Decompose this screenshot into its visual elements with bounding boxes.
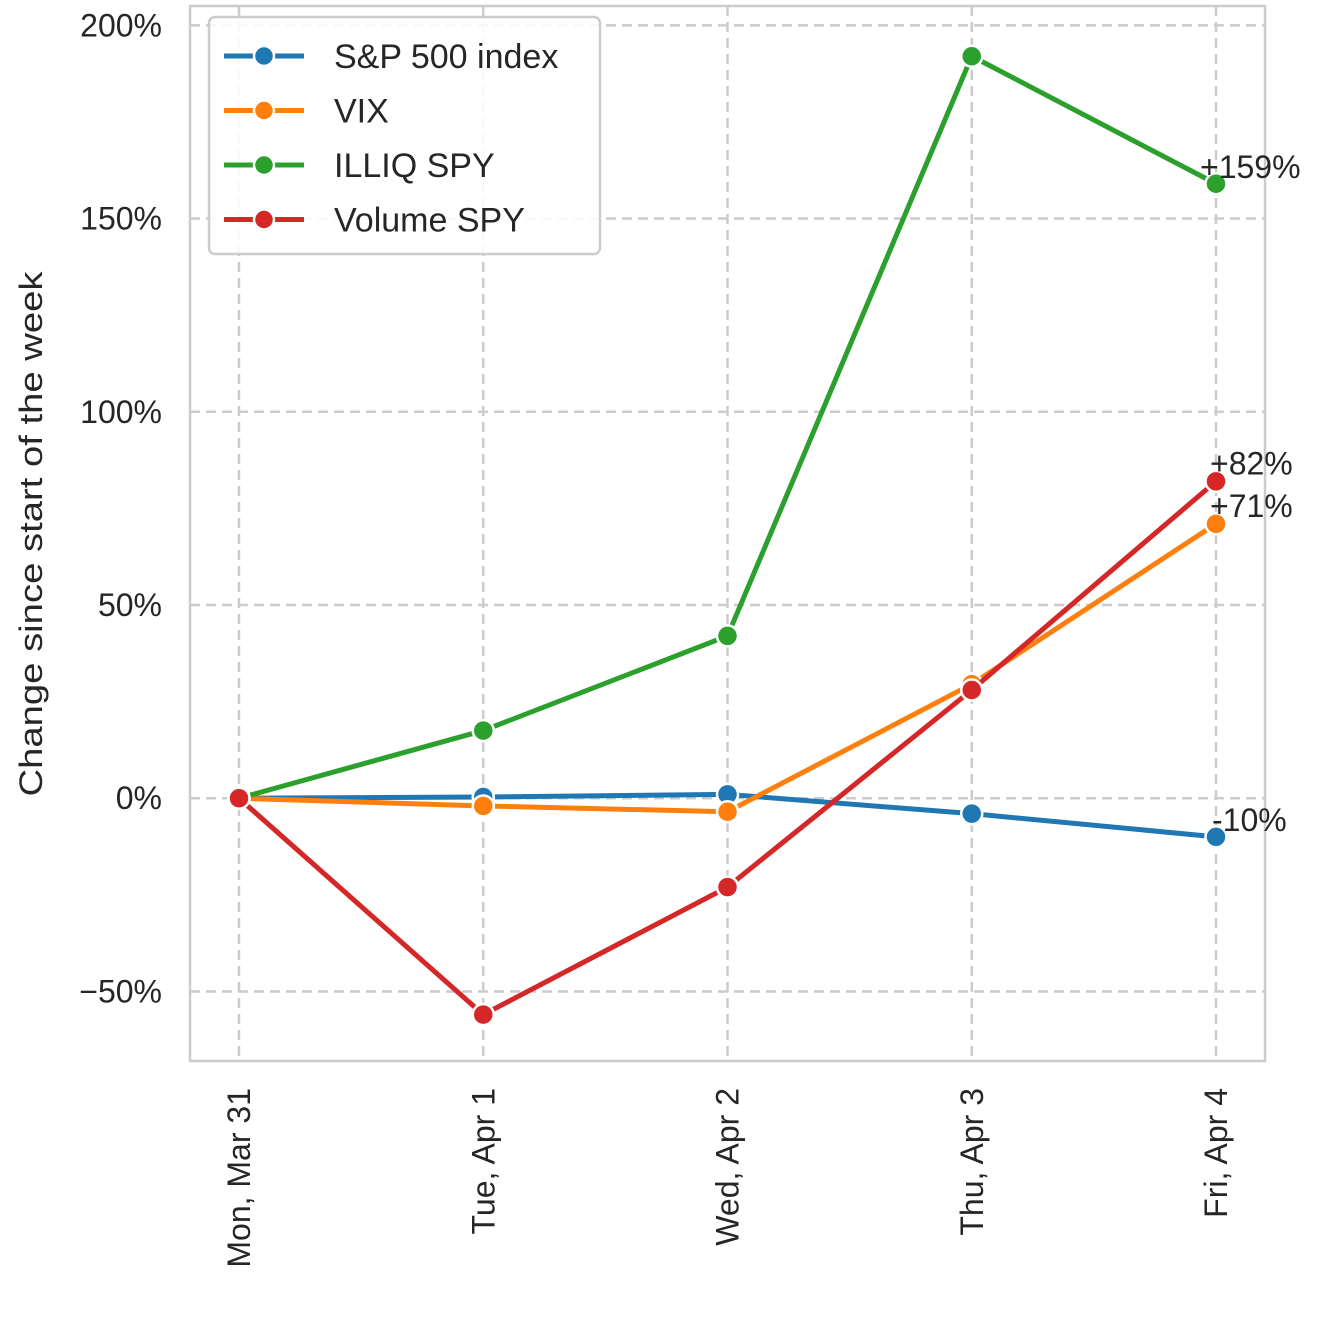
y-tick-label: 150% <box>80 201 162 237</box>
data-point <box>1204 512 1228 536</box>
data-point <box>227 786 251 810</box>
data-point <box>960 801 984 826</box>
legend-label: S&P 500 index <box>334 38 558 76</box>
y-tick-label: 50% <box>98 587 162 623</box>
data-point <box>1204 469 1228 494</box>
data-point <box>715 799 740 824</box>
y-axis-ticks: −50% 0% 50% 100% 150% 200% <box>79 7 162 1009</box>
x-tick-label: Wed, Apr 2 <box>710 1088 746 1246</box>
x-tick-label: Thu, Apr 3 <box>954 1088 990 1236</box>
x-tick-label: Mon, Mar 31 <box>221 1088 257 1268</box>
legend: S&P 500 index VIX ILLIQ SPY Volume SPY <box>207 15 602 256</box>
data-point <box>1204 825 1228 849</box>
y-tick-label: 0% <box>116 780 162 816</box>
legend-item: Volume SPY <box>224 202 525 240</box>
legend-label: ILLIQ SPY <box>334 147 495 185</box>
series-s-p-500-index <box>227 782 1228 849</box>
y-tick-label: 200% <box>80 7 162 43</box>
data-point <box>471 794 495 818</box>
data-point <box>471 718 495 743</box>
y-axis-title: Change since start of the week <box>13 270 49 796</box>
y-tick-label: 100% <box>80 394 162 430</box>
value-annotation: +159% <box>1200 149 1301 185</box>
legend-item: S&P 500 index <box>224 38 558 76</box>
legend-marker-icon <box>252 208 276 231</box>
data-point <box>715 624 740 648</box>
legend-marker-icon <box>252 153 276 177</box>
annotations: +159% +82% +71% -10% <box>1200 149 1301 838</box>
legend-item: ILLIQ SPY <box>224 147 495 185</box>
x-tick-label: Tue, Apr 1 <box>465 1088 501 1234</box>
x-tick-label: Fri, Apr 4 <box>1198 1088 1234 1218</box>
series-volume-spy <box>227 469 1228 1027</box>
data-point <box>1204 172 1228 196</box>
legend-item: VIX <box>224 93 389 131</box>
data-point <box>960 678 984 702</box>
legend-frame <box>207 15 602 256</box>
value-annotation: -10% <box>1212 802 1287 838</box>
data-point <box>960 44 984 68</box>
plot-area-frame <box>188 4 1267 1063</box>
data-point <box>715 875 740 899</box>
data-point <box>471 1002 495 1027</box>
legend-label: Volume SPY <box>334 202 525 240</box>
y-tick-label: −50% <box>79 973 162 1009</box>
x-axis-ticks: Mon, Mar 31 Tue, Apr 1 Wed, Apr 2 Thu, Apr … <box>221 1088 1234 1268</box>
value-annotation: +82% <box>1210 445 1293 481</box>
legend-marker-icon <box>252 99 276 122</box>
legend-label: VIX <box>334 93 389 131</box>
value-annotation: +71% <box>1210 488 1293 524</box>
legend-marker-icon <box>252 44 276 68</box>
series <box>227 44 1228 1027</box>
